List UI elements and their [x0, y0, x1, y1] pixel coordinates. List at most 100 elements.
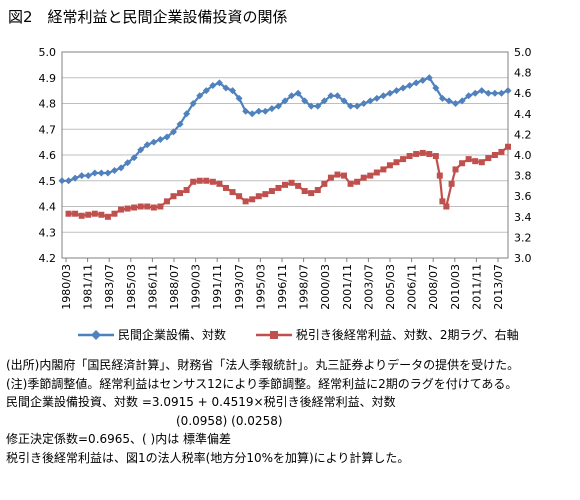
x-tick-label: 1995/03 — [254, 264, 267, 310]
x-axis-ticks: 1980/03 1981/11 1983/07 1985/03 1986/11 1988/… — [60, 258, 505, 310]
right-tick-label: 3.8 — [514, 170, 532, 183]
figure-title: 図2 経常利益と民間企業設備投資の関係 — [8, 8, 288, 26]
right-tick-label: 3.6 — [514, 190, 532, 203]
data-point — [393, 159, 400, 166]
left-tick-label: 5.0 — [39, 46, 57, 59]
data-point — [491, 152, 498, 158]
right-tick-label: 3.0 — [514, 252, 532, 265]
note-source: (出所)内閣府「国民経済計算」、財務省「法人季報統計」。丸三証券よりデータの提供… — [6, 358, 520, 372]
data-point — [249, 196, 256, 203]
data-point — [341, 172, 348, 179]
data-point — [425, 74, 433, 82]
left-tick-label: 4.7 — [39, 123, 57, 136]
data-point — [196, 177, 203, 184]
data-point — [104, 169, 112, 177]
data-point — [104, 213, 111, 220]
series-lines — [58, 74, 512, 220]
dual-axis-line-chart: 4.2 4.3 4.4 4.5 4.6 4.7 4.8 4.9 5.0 3.0 3.2 3.4 3.6… — [39, 46, 532, 310]
legend-item-capex: 民間企業設備、対数 — [78, 326, 226, 343]
data-point — [498, 148, 505, 155]
data-point — [419, 76, 427, 84]
legend: 民間企業設備、対数 税引き後経常利益、対数、2期ラグ、右軸 — [78, 326, 545, 344]
x-tick-label: 1993/07 — [233, 264, 246, 310]
data-point — [215, 79, 223, 87]
data-point — [91, 210, 98, 217]
data-point — [98, 211, 105, 218]
data-point — [314, 102, 322, 110]
data-point — [281, 97, 289, 105]
data-point — [347, 102, 355, 110]
data-point — [118, 206, 125, 213]
data-point — [209, 81, 217, 89]
data-point — [412, 79, 420, 87]
data-point — [163, 133, 171, 141]
data-point — [432, 84, 440, 92]
note-r-squared: 修正決定係数=0.6965、( )内は 標準偏差 — [6, 432, 232, 446]
data-point — [320, 97, 328, 105]
data-point — [275, 184, 282, 191]
data-point — [110, 166, 118, 174]
data-point — [255, 107, 263, 115]
data-point — [360, 100, 368, 107]
data-point — [78, 212, 85, 219]
right-tick-label: 4.6 — [514, 87, 532, 100]
data-point — [209, 178, 216, 185]
data-point — [439, 198, 446, 205]
data-point — [137, 146, 145, 154]
data-point — [202, 87, 210, 95]
data-point — [393, 87, 400, 95]
data-point — [458, 97, 466, 105]
data-point — [137, 203, 144, 210]
data-point — [426, 150, 433, 157]
data-point — [478, 159, 485, 166]
data-point — [321, 180, 328, 187]
data-point — [327, 174, 334, 181]
right-tick-label: 3.4 — [514, 211, 532, 224]
data-point — [301, 188, 308, 195]
data-point — [436, 172, 443, 179]
data-point — [71, 174, 79, 182]
data-point — [131, 204, 138, 211]
data-point — [386, 162, 393, 169]
left-tick-label: 4.4 — [39, 201, 57, 214]
data-point — [288, 92, 296, 100]
data-point — [65, 177, 73, 185]
data-point — [84, 172, 92, 180]
data-point — [176, 120, 184, 128]
left-tick-label: 4.9 — [39, 72, 57, 85]
data-point — [183, 187, 190, 194]
data-point — [143, 141, 151, 149]
data-point — [222, 84, 230, 92]
data-point — [229, 189, 236, 196]
data-point — [465, 92, 473, 100]
data-point — [353, 102, 361, 110]
x-tick-label: 2013/07 — [492, 264, 505, 310]
data-point — [379, 92, 387, 100]
data-point — [124, 205, 131, 212]
data-point — [130, 154, 138, 162]
data-point — [406, 153, 413, 160]
x-tick-label: 1998/07 — [298, 264, 311, 310]
data-point — [229, 87, 237, 95]
data-point — [347, 180, 354, 187]
data-point — [327, 92, 335, 100]
x-tick-label: 1980/03 — [60, 264, 73, 310]
data-point — [452, 166, 459, 173]
data-point — [373, 169, 380, 176]
data-point — [170, 193, 177, 200]
data-point — [236, 193, 243, 200]
series-line-1 — [68, 145, 509, 218]
data-point — [222, 184, 229, 191]
note-standard-errors: (0.0958) (0.0258) — [176, 413, 283, 428]
legend-item-profit: 税引き後経常利益、対数、2期ラグ、右軸 — [255, 326, 519, 343]
data-point — [308, 190, 315, 197]
series-1 — [65, 143, 511, 220]
plot-border — [61, 51, 509, 259]
data-point — [366, 97, 374, 105]
data-point — [380, 166, 387, 173]
data-point — [150, 204, 157, 211]
data-point — [156, 136, 164, 144]
note-regression: 民間企業設備投資、対数 =3.0915 + 0.4519×税引き後経常利益、対数 — [6, 395, 396, 409]
right-tick-label: 4.8 — [514, 67, 532, 80]
data-point — [242, 107, 250, 115]
